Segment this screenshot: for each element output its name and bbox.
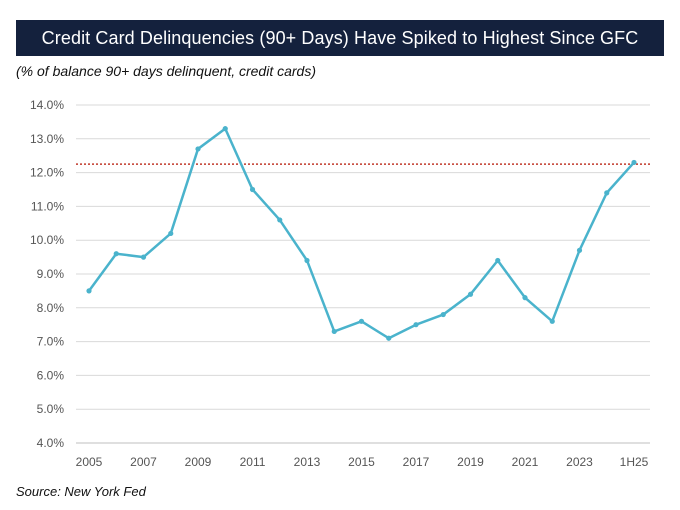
axes: 4.0% 5.0% 6.0% 7.0% 8.0% 9.0% 10.0% 11.0% 12.0% 1…: [30, 98, 650, 469]
chart-subtitle: (% of balance 90+ days delinquent, credi…: [16, 63, 317, 79]
y-tick-label: 4.0%: [37, 436, 65, 450]
x-tick-label: 2009: [185, 455, 212, 469]
data-point: [467, 291, 474, 297]
gridlines: [76, 104, 650, 444]
x-tick-label: 2021: [512, 455, 539, 469]
y-tick-label: 14.0%: [30, 98, 64, 112]
y-tick-label: 8.0%: [37, 301, 65, 315]
y-tick-label: 13.0%: [30, 132, 64, 146]
chart-title-bar: Credit Card Delinquencies (90+ Days) Hav…: [16, 20, 664, 56]
data-point: [631, 159, 637, 166]
data-point: [549, 318, 555, 324]
y-tick-label: 10.0%: [30, 233, 64, 247]
x-tick-label: 2013: [294, 455, 321, 469]
data-point: [168, 230, 174, 237]
data-point: [222, 126, 228, 132]
data-point: [604, 190, 610, 196]
y-tick-label: 6.0%: [37, 368, 65, 382]
x-tick-label: 2017: [403, 455, 430, 469]
x-tick-label: 2015: [348, 455, 375, 469]
x-tick-label: 2007: [130, 455, 157, 469]
data-point: [140, 254, 147, 260]
data-point: [358, 318, 365, 324]
data-point: [440, 311, 446, 318]
x-tick-label: 2005: [76, 455, 103, 469]
data-point: [113, 251, 119, 257]
x-tick-label: 2019: [457, 455, 484, 469]
data-point: [249, 186, 256, 193]
x-tick-label: 2011: [240, 455, 266, 469]
line-chart: 4.0% 5.0% 6.0% 7.0% 8.0% 9.0% 10.0% 11.0% 12.0% 1…: [30, 98, 650, 469]
data-point: [522, 295, 528, 301]
y-tick-label: 7.0%: [37, 335, 65, 349]
source-note: Source: New York Fed: [16, 484, 146, 499]
data-point: [277, 217, 283, 223]
chart-title: Credit Card Delinquencies (90+ Days) Hav…: [41, 27, 639, 48]
x-tick-label: 1H25: [620, 455, 649, 469]
data-point: [304, 257, 310, 264]
y-tick-label: 9.0%: [37, 267, 65, 281]
data-point: [86, 288, 92, 294]
x-tick-label: 2023: [566, 455, 593, 469]
data-point: [576, 247, 583, 253]
y-tick-label: 11.0%: [31, 199, 64, 213]
y-tick-label: 5.0%: [37, 402, 65, 416]
data-point: [413, 322, 419, 328]
data-point: [195, 146, 201, 152]
series-group: [86, 126, 637, 341]
y-tick-label: 12.0%: [30, 166, 64, 180]
data-point: [495, 257, 501, 264]
data-point: [386, 335, 392, 341]
data-point: [331, 328, 337, 335]
